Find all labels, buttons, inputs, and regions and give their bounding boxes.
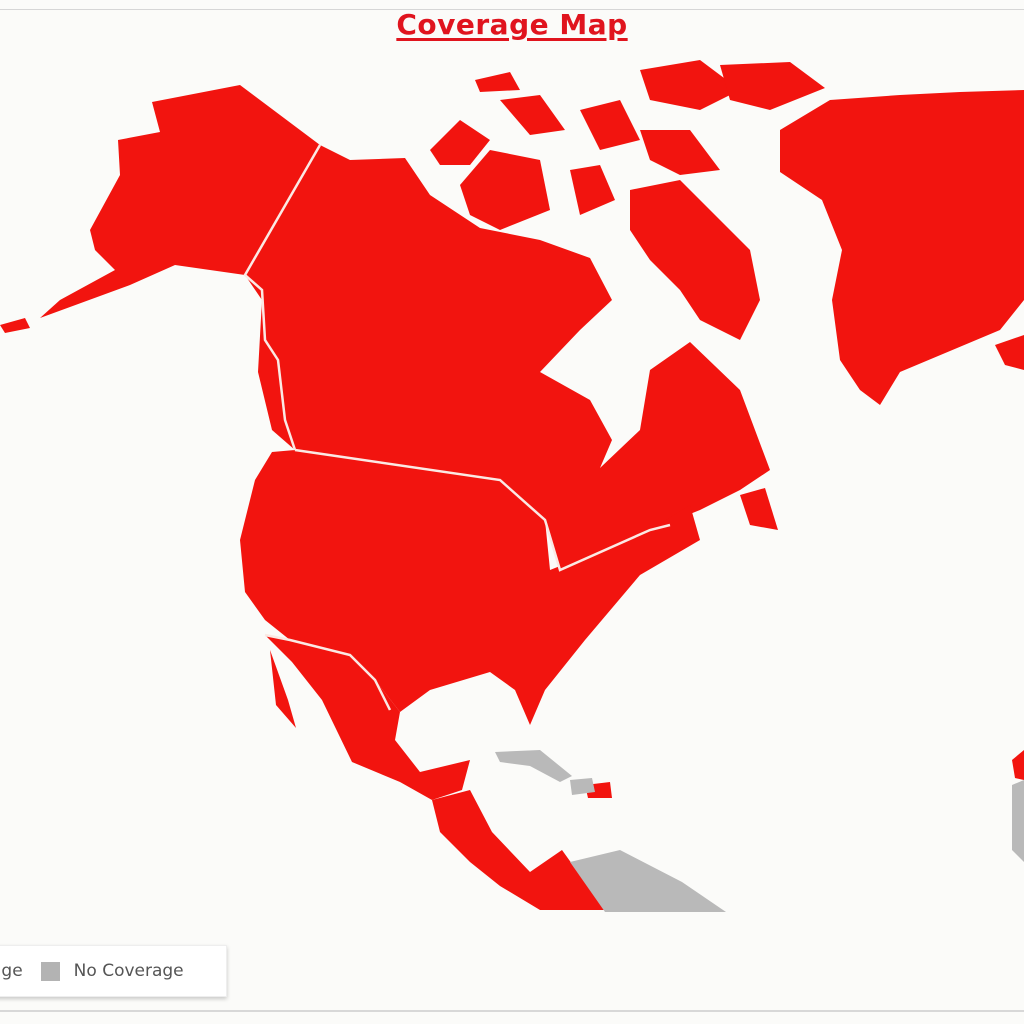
region-south-america[interactable] [570, 850, 726, 912]
map-title: Coverage Map [396, 8, 628, 41]
region-arctic-island [640, 130, 720, 175]
legend-label-coverage: age [0, 961, 23, 981]
bottom-divider [0, 1010, 1024, 1012]
region-usa[interactable] [240, 450, 700, 725]
region-newfoundland [740, 488, 778, 530]
region-arctic-island [460, 150, 550, 230]
legend-label-no-coverage: No Coverage [73, 961, 184, 981]
region-alaska-islands [0, 318, 30, 333]
region-mexico[interactable] [265, 635, 470, 800]
legend-swatch-no-coverage [40, 961, 60, 981]
region-right-edge-gray [1012, 780, 1024, 862]
region-arctic-island [640, 60, 740, 110]
top-divider [0, 9, 1024, 10]
region-arctic-island [500, 95, 565, 135]
border-alaska-canada [243, 144, 322, 451]
region-central-america[interactable] [432, 790, 605, 910]
region-cuba[interactable] [495, 750, 572, 782]
region-iceland-edge [995, 335, 1024, 370]
map-legend: age No Coverage [0, 945, 227, 997]
region-canada[interactable] [245, 145, 770, 570]
region-alaska[interactable] [40, 85, 320, 318]
region-baffin-island [630, 180, 760, 340]
region-arctic-island [570, 165, 615, 215]
region-right-edge [1012, 750, 1024, 780]
region-arctic-island [720, 62, 825, 110]
border-canada-usa [294, 448, 671, 572]
region-greenland[interactable] [780, 90, 1024, 405]
region-hispaniola [570, 778, 595, 795]
border-usa-mexico [264, 633, 392, 711]
region-baja [270, 650, 296, 728]
region-arctic-island [475, 72, 520, 92]
region-arctic-island [580, 100, 640, 150]
region-arctic-island [430, 120, 490, 165]
